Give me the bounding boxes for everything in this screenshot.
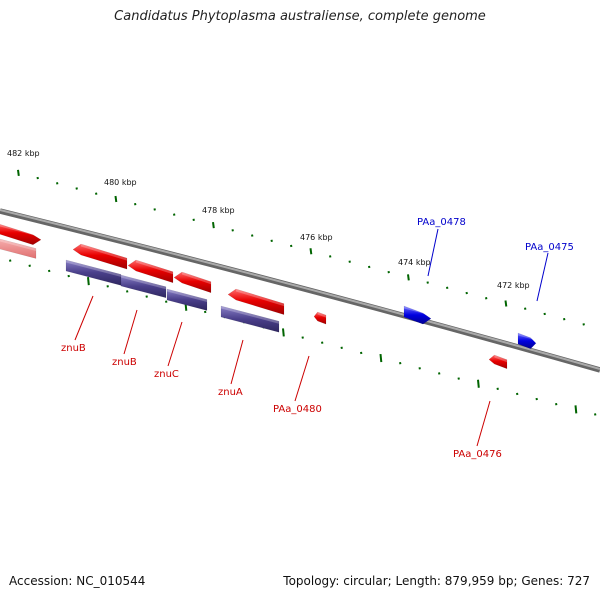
leader-line bbox=[168, 322, 182, 366]
feature-block bbox=[167, 289, 207, 310]
gene-feature bbox=[404, 306, 431, 324]
major-tick bbox=[116, 196, 117, 202]
accession-label: Accession: NC_010544 bbox=[9, 574, 145, 588]
gene-label: PAa_0475 bbox=[525, 242, 574, 253]
gene-label: znuB bbox=[61, 343, 86, 354]
major-tick bbox=[18, 170, 19, 176]
gene-label: znuB bbox=[112, 357, 137, 368]
gene-feature bbox=[314, 312, 326, 324]
gene-feature bbox=[489, 355, 507, 369]
major-tick bbox=[283, 328, 284, 336]
leader-line bbox=[477, 401, 490, 446]
leader-line bbox=[428, 229, 438, 276]
gene-feature bbox=[174, 272, 211, 293]
leader-line bbox=[295, 356, 309, 401]
leader-line bbox=[124, 310, 137, 354]
gene-label: PAa_0476 bbox=[453, 449, 502, 460]
outer-tick-track bbox=[18, 170, 584, 326]
gene-label: PAa_0478 bbox=[417, 217, 466, 228]
topology-label: Topology: circular; Length: 879,959 bp; … bbox=[283, 574, 590, 588]
kbp-label: 476 kbp bbox=[300, 233, 333, 242]
major-tick bbox=[478, 380, 479, 388]
leader-line bbox=[537, 253, 548, 301]
major-tick bbox=[408, 274, 409, 280]
major-tick bbox=[381, 354, 382, 362]
major-tick bbox=[311, 248, 312, 254]
gene-label: znuA bbox=[218, 387, 243, 398]
leader-line bbox=[75, 296, 93, 340]
kbp-label: 474 kbp bbox=[398, 258, 431, 267]
gene-label: znuC bbox=[154, 369, 179, 380]
gene-label: PAa_0480 bbox=[273, 404, 322, 415]
kbp-label: 478 kbp bbox=[202, 206, 235, 215]
major-tick bbox=[213, 222, 214, 228]
kbp-label: 482 kbp bbox=[7, 149, 40, 158]
kbp-label: 472 kbp bbox=[497, 281, 530, 290]
leader-line bbox=[231, 340, 243, 384]
kbp-label: 480 kbp bbox=[104, 178, 137, 187]
page-title: Candidatus Phytoplasma australiense, com… bbox=[0, 9, 600, 24]
major-tick bbox=[576, 405, 577, 413]
major-tick bbox=[506, 300, 507, 306]
major-tick bbox=[88, 277, 89, 285]
